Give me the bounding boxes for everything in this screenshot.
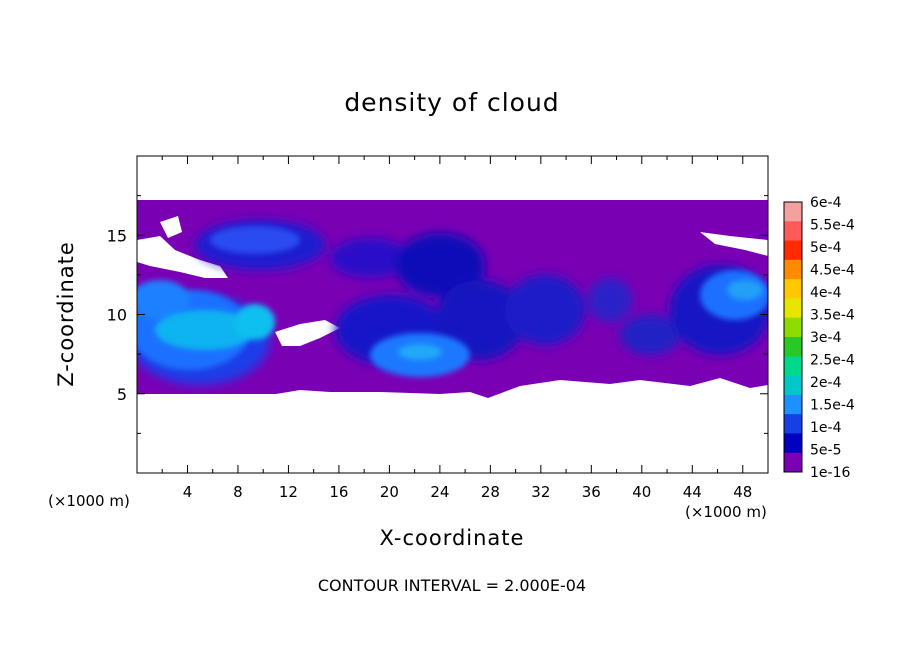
colorbar-swatch (784, 279, 802, 299)
gap-mid (275, 320, 340, 346)
y-axis-label: Z-coordinate (54, 241, 78, 387)
colorbar-swatch (784, 394, 802, 415)
colorbar-label: 5e-4 (810, 240, 842, 256)
colorbar-frame (783, 201, 803, 473)
colorbar-swatch (784, 240, 802, 261)
x-tick-label: 4 (183, 483, 193, 501)
x-tick-label: 40 (632, 483, 651, 501)
gap-left (137, 236, 228, 278)
colorbar: 6e-4 5.5e-4 5e-4 4.5e-4 4e-4 3.5e-4 3e-4 2.5e-4… (783, 195, 855, 481)
y-tick-label: 5 (117, 385, 127, 404)
colorbar-swatch (784, 337, 802, 357)
chart-title: density of cloud (344, 88, 560, 117)
gap-top-left (160, 216, 182, 238)
colorbar-label: 1e-4 (810, 420, 842, 436)
x-tick-label: 44 (683, 483, 702, 501)
density-field (137, 200, 768, 398)
x-tick-label: 28 (481, 483, 500, 501)
x-tick-label: 32 (531, 483, 550, 501)
colorbar-label: 2.5e-4 (810, 353, 855, 369)
colorbar-swatch (784, 414, 802, 434)
colorbar-label: 6e-4 (810, 195, 842, 211)
x-tick-label: 20 (380, 483, 399, 501)
x-tick-label: 48 (733, 483, 752, 501)
colorbar-swatch (784, 317, 802, 338)
colorbar-label: 5e-5 (810, 443, 841, 459)
colorbar-swatch (784, 259, 802, 280)
core-peak-left (155, 310, 255, 350)
colorbar-label: 2e-4 (810, 375, 842, 391)
colorbar-label: 4e-4 (810, 285, 842, 301)
x-ticks: 4 8 12 16 20 24 28 32 36 40 44 48 (161, 156, 752, 501)
y-ticks: 5 10 15 (107, 195, 768, 434)
colorbar-swatch (784, 221, 802, 242)
y-tick-label: 15 (107, 226, 127, 245)
colorbar-swatch (784, 356, 802, 377)
colorbar-label: 1e-16 (810, 465, 850, 481)
contour-interval-footer: CONTOUR INTERVAL = 2.000E-04 (317, 576, 587, 595)
x-tick-label: 24 (430, 483, 449, 501)
x-tick-label: 8 (233, 483, 243, 501)
x-tick-label: 36 (582, 483, 601, 501)
colorbar-label: 3e-4 (810, 330, 842, 346)
x-unit-label: (×1000 m) (48, 492, 130, 510)
colorbar-label: 1.5e-4 (810, 398, 855, 414)
y-tick-label: 10 (107, 306, 127, 325)
colorbar-swatch (784, 452, 802, 473)
x-tick-label: 16 (329, 483, 348, 501)
gap-right (700, 232, 768, 256)
colorbar-label: 3.5e-4 (810, 308, 855, 324)
x-tick-label: 12 (279, 483, 298, 501)
colorbar-swatch (784, 298, 802, 319)
colorbar-swatch (784, 375, 802, 396)
colorbar-swatch (784, 433, 802, 454)
colorbar-label: 5.5e-4 (810, 218, 855, 234)
colorbar-swatch (784, 202, 802, 222)
colorbar-label: 4.5e-4 (810, 263, 855, 279)
x-axis-label: X-coordinate (379, 526, 525, 550)
x-unit-label-right: (×1000 m) (685, 503, 767, 521)
